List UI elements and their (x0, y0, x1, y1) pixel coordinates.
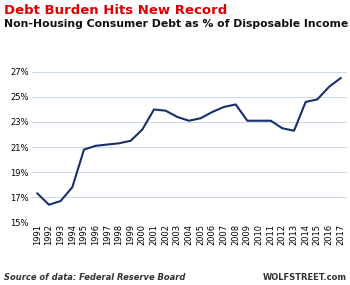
Text: Debt Burden Hits New Record: Debt Burden Hits New Record (4, 4, 227, 17)
Text: Non-Housing Consumer Debt as % of Disposable Income: Non-Housing Consumer Debt as % of Dispos… (4, 19, 348, 29)
Text: Source of data: Federal Reserve Board: Source of data: Federal Reserve Board (4, 273, 185, 282)
Text: WOLFSTREET.com: WOLFSTREET.com (262, 273, 346, 282)
